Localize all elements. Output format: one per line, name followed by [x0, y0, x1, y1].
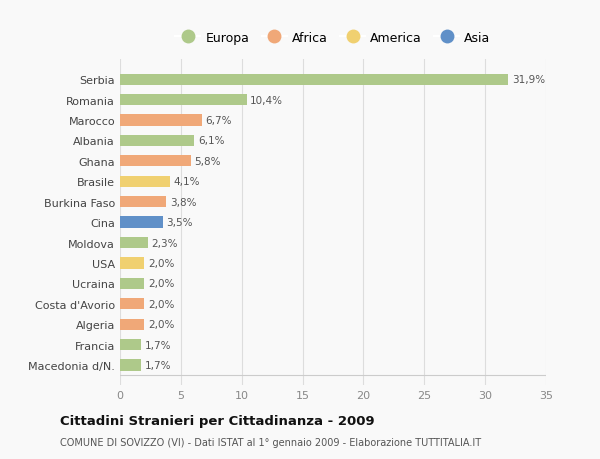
Bar [120, 196, 166, 208]
Bar [120, 359, 140, 371]
Bar [120, 74, 508, 86]
Text: 31,9%: 31,9% [512, 75, 545, 85]
Text: 1,7%: 1,7% [145, 340, 171, 350]
Text: 6,7%: 6,7% [205, 116, 232, 126]
Text: 1,7%: 1,7% [145, 360, 171, 370]
Bar [120, 319, 145, 330]
Text: 2,3%: 2,3% [152, 238, 178, 248]
Text: 4,1%: 4,1% [173, 177, 200, 187]
Bar [120, 217, 163, 228]
Bar [120, 237, 148, 249]
Text: Cittadini Stranieri per Cittadinanza - 2009: Cittadini Stranieri per Cittadinanza - 2… [60, 414, 374, 428]
Bar [120, 156, 191, 167]
Text: 3,5%: 3,5% [166, 218, 193, 228]
Bar [120, 115, 202, 126]
Bar [120, 176, 170, 187]
Legend: Europa, Africa, America, Asia: Europa, Africa, America, Asia [170, 27, 496, 50]
Bar [120, 135, 194, 147]
Text: 2,0%: 2,0% [148, 319, 175, 330]
Text: COMUNE DI SOVIZZO (VI) - Dati ISTAT al 1° gennaio 2009 - Elaborazione TUTTITALIA: COMUNE DI SOVIZZO (VI) - Dati ISTAT al 1… [60, 437, 481, 447]
Bar [120, 339, 140, 350]
Text: 5,8%: 5,8% [194, 157, 221, 167]
Text: 2,0%: 2,0% [148, 299, 175, 309]
Text: 2,0%: 2,0% [148, 258, 175, 269]
Bar [120, 95, 247, 106]
Text: 10,4%: 10,4% [250, 95, 283, 106]
Bar [120, 258, 145, 269]
Text: 2,0%: 2,0% [148, 279, 175, 289]
Bar [120, 298, 145, 310]
Text: 3,8%: 3,8% [170, 197, 196, 207]
Bar [120, 278, 145, 289]
Text: 6,1%: 6,1% [198, 136, 224, 146]
